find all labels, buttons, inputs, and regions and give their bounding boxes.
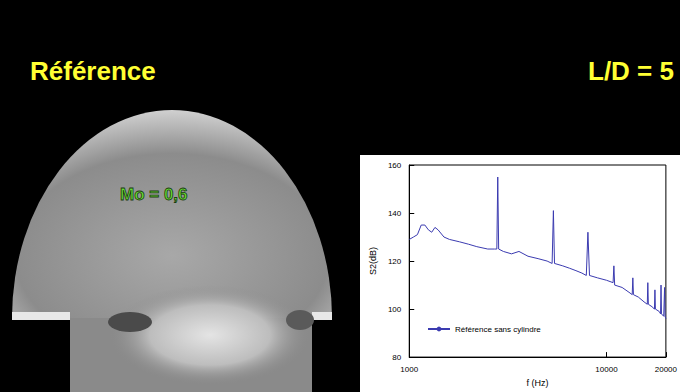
svg-text:120: 120 [388, 257, 402, 266]
svg-text:1000: 1000 [400, 365, 418, 374]
svg-text:20000: 20000 [655, 365, 678, 374]
svg-text:L/D = 5: L/D = 5 [588, 56, 674, 86]
svg-text:Référence: Référence [30, 56, 156, 86]
svg-text:140: 140 [388, 209, 402, 218]
svg-text:S2(dB): S2(dB) [368, 247, 378, 275]
svg-text:10000: 10000 [595, 365, 618, 374]
svg-text:160: 160 [388, 161, 402, 170]
svg-text:Référence sans cylindre: Référence sans cylindre [455, 325, 541, 334]
svg-text:f (Hz): f (Hz) [527, 378, 549, 388]
svg-text:Mo = 0,6: Mo = 0,6 [120, 185, 188, 204]
svg-text:80: 80 [392, 353, 401, 362]
svg-text:100: 100 [388, 305, 402, 314]
